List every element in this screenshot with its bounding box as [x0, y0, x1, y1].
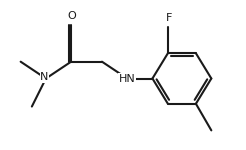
Text: F: F	[165, 13, 172, 23]
Text: HN: HN	[119, 74, 136, 84]
Text: N: N	[40, 72, 49, 82]
Text: O: O	[67, 11, 76, 21]
Text: methyl: methyl	[13, 61, 18, 62]
